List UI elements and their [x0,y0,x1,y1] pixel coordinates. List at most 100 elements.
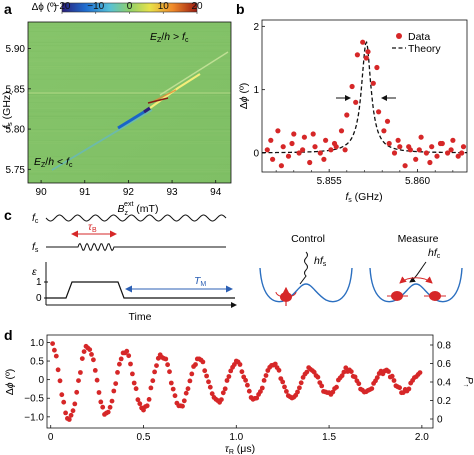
data-point [76,378,81,383]
panel-d-ytick-right-label: 0.6 [437,359,451,370]
data-point [66,417,72,422]
data-point [50,341,55,346]
data-point [389,373,395,379]
data-point [450,137,456,143]
data-point [96,390,102,395]
colorbar-tick-label: 10 [158,1,170,12]
panel-a-ytick-label: 5.80 [6,125,26,136]
legend-theory-label: Theory [408,43,441,55]
panel-d-frame [46,334,434,429]
panel-label-a: a [4,1,12,17]
data-point [124,348,130,354]
panel-d-points [50,341,423,422]
data-point [360,39,366,45]
data-point [315,374,321,380]
data-point [397,144,403,150]
heatmap-resonance-dark [143,106,151,114]
data-point [264,147,270,153]
panel-b-xtick-label: 5.855 [317,176,342,187]
data-point [298,380,304,386]
hfc-label: hfc [428,247,441,260]
data-point [348,369,354,374]
data-point [352,374,358,380]
data-point [445,150,451,156]
data-point [416,147,422,153]
data-point [356,381,362,387]
data-point [219,397,224,402]
data-point [70,408,76,414]
data-point [226,374,232,379]
data-point [154,363,159,368]
heatmap-resonance-blue [117,110,145,130]
data-point [417,370,423,375]
data-point [374,64,380,71]
panel-b: 5.855 5.860 0 1 2 Data Theory Δϕ (º) fs (GHz… [238,19,468,204]
data-point [222,386,228,392]
panel-d-ytick-label: 0 [38,375,44,386]
colorbar-tick-label: 0 [127,1,133,12]
data-point [98,399,104,405]
data-point [455,153,461,159]
data-point [92,368,98,373]
legend-data-label: Data [408,31,430,43]
colorbar-label: Δϕ (º) [32,2,57,13]
data-point [282,384,287,390]
data-point [334,384,339,390]
data-point [459,150,465,156]
panel-d-xtick-label: 1.0 [229,432,243,443]
panel-b-xlabel: fs (GHz) [345,191,382,204]
data-point [100,404,106,410]
panel-a-ytick-label: 5.75 [6,165,26,176]
data-point [245,382,250,388]
panel-a: Δϕ (º) −20 −10 0 10 20 EZ/h > fc EZ/h < fc 9… [1,1,232,217]
data-point [239,369,245,375]
hfs-label: hfs [314,255,327,268]
data-point [289,140,295,147]
time-label: Time [129,311,152,323]
data-point [146,397,152,402]
data-point [200,359,206,365]
measure-label: Measure [398,233,439,245]
measure-double-well [369,267,463,303]
theory-curve [262,40,467,154]
data-point [369,386,375,391]
data-point [460,144,467,150]
data-point [89,352,94,357]
panel-a-ticks: 90 91 92 93 94 5.75 5.80 5.85 5.90 [6,44,222,198]
panel-d-xlabel: τR (μs) [225,443,255,455]
data-point [300,147,306,153]
data-point [105,409,111,415]
panel-d-ytick-label: −0.5 [24,394,44,405]
data-point [397,385,402,391]
data-point [418,134,424,140]
data-point [295,389,300,395]
panel-b-points [264,39,467,169]
data-point [406,386,412,392]
data-point [317,150,323,156]
data-point [270,156,276,162]
data-point [448,147,454,153]
panel-d-ytick-label: −1.0 [24,412,44,423]
data-point [144,403,150,409]
data-point [152,369,158,375]
data-point [301,134,307,140]
panel-a-xtick-label: 94 [210,187,222,198]
data-point [115,370,120,375]
data-point [338,128,345,134]
data-point [130,371,135,377]
data-point [181,398,187,404]
data-point [79,356,85,361]
data-point [297,385,302,391]
data-point [220,390,226,396]
data-point [170,386,176,392]
panel-b-ytick-label: 0 [253,149,259,160]
colorbar-tick-label: −20 [54,1,71,12]
data-point [55,367,61,373]
colorbar-tick-label: 20 [191,1,203,12]
panel-a-xtick-label: 93 [167,187,179,198]
panel-d-ytick-right-label: 0.4 [437,378,451,389]
data-point [243,377,249,383]
panel-c: fc fs τB ε 1 0 TM Time Control hfs Measu… [32,212,463,323]
panel-d-ylabel-right: P↑ [462,377,474,388]
